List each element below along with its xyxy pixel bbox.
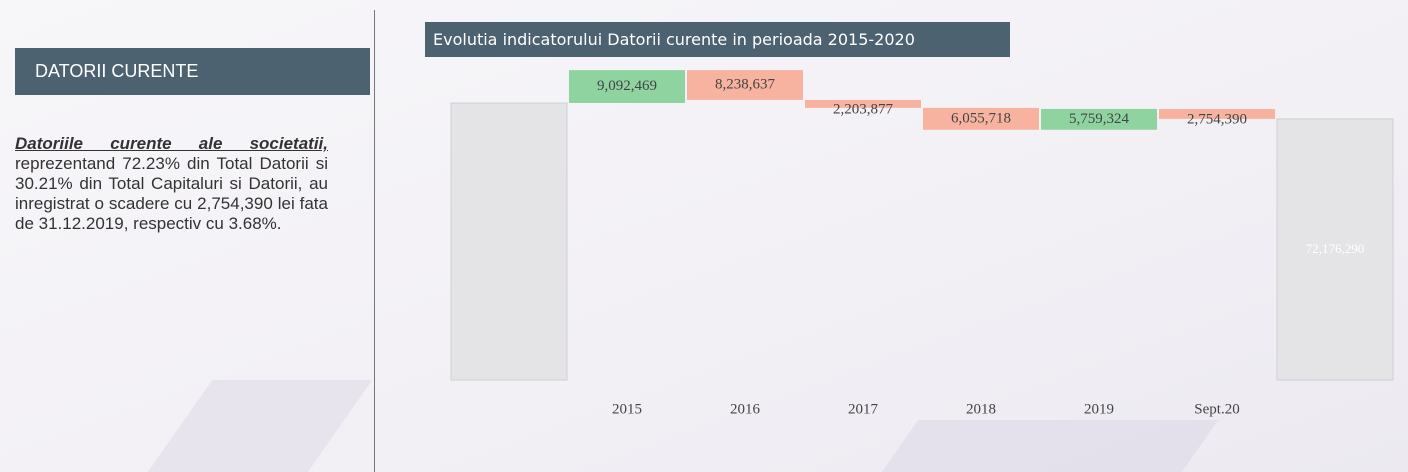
section-header: DATORII CURENTE — [15, 48, 370, 95]
divider — [374, 10, 375, 472]
x-tick-label: 2019 — [1084, 401, 1114, 417]
x-tick-label: Sept.20 — [1194, 401, 1239, 417]
x-tick-label: 2017 — [848, 401, 879, 417]
bar — [923, 107, 1039, 130]
data-label: 8,238,637 — [715, 76, 776, 92]
bar — [1041, 108, 1157, 130]
body-text: reprezentand 72.23% din Total Datorii si… — [15, 154, 328, 233]
data-label: 2,754,390 — [1187, 111, 1247, 127]
bar — [805, 99, 921, 108]
x-tick-label: 2016 — [730, 401, 761, 417]
data-label: 2,203,877 — [833, 101, 894, 117]
bar — [1276, 118, 1394, 381]
data-label: 9,092,469 — [597, 78, 657, 94]
x-tick-label: 2015 — [612, 401, 642, 417]
data-label: 6,055,718 — [951, 110, 1011, 126]
bar — [1159, 108, 1275, 119]
emphasis: Datoriile curente ale societatii, — [15, 134, 328, 153]
paragraph: Datoriile curente ale societatii, reprez… — [15, 134, 328, 234]
chart-title: Evolutia indicatorului Datorii curente i… — [425, 22, 1010, 57]
bar — [569, 70, 685, 103]
data-label: 72,176,290 — [1306, 241, 1365, 256]
bar — [687, 70, 803, 100]
bar — [450, 102, 568, 381]
x-tick-label: 2018 — [966, 401, 996, 417]
data-label: 5,759,324 — [1069, 111, 1130, 127]
